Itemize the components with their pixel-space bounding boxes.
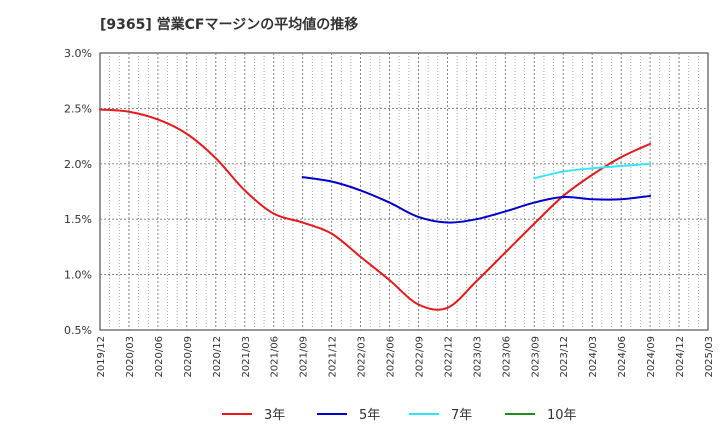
legend-label-4: 10年: [547, 408, 577, 423]
y-tick-label: 2.0%: [64, 158, 92, 171]
x-tick-label: 2021/03: [241, 336, 252, 378]
y-tick-label: 2.5%: [64, 102, 92, 115]
x-tick-label: 2021/12: [328, 336, 339, 378]
x-tick-label: 2020/06: [154, 336, 165, 378]
chart-title: [9365] 営業CFマージンの平均値の推移: [100, 17, 359, 33]
legend-label-3: 7年: [451, 408, 472, 423]
x-tick-label: 2021/06: [270, 336, 281, 378]
x-tick-label: 2020/03: [125, 336, 136, 378]
x-tick-label: 2023/03: [472, 336, 483, 378]
x-tick-label: 2022/09: [414, 336, 425, 378]
x-tick-label: 2023/06: [501, 336, 512, 378]
x-tick-label: 2023/09: [530, 336, 541, 378]
x-tick-label: 2023/12: [559, 336, 570, 378]
x-tick-label: 2024/03: [588, 336, 599, 378]
x-tick-label: 2021/09: [299, 336, 310, 378]
legend-label-1: 3年: [264, 408, 285, 423]
x-tick-label: 2024/06: [617, 336, 628, 378]
y-tick-label: 3.0%: [64, 47, 92, 60]
y-tick-label: 0.5%: [64, 324, 92, 337]
plot-area: [99, 52, 709, 331]
x-tick-label: 2020/12: [212, 336, 223, 378]
minor-grid: [109, 53, 699, 330]
x-tick-label: 2024/09: [646, 336, 657, 378]
x-tick-label: 2022/06: [386, 336, 397, 378]
x-tick-label: 2024/12: [675, 336, 686, 378]
x-tick-label: 2020/09: [183, 336, 194, 378]
x-tick-label: 2022/03: [357, 336, 368, 378]
x-tick-label: 2019/12: [96, 336, 107, 378]
major-grid: [100, 53, 708, 330]
legend-label-2: 5年: [359, 408, 380, 423]
series-line-2: [301, 176, 652, 224]
y-tick-label: 1.0%: [64, 269, 92, 282]
y-tick-label: 1.5%: [64, 213, 92, 226]
x-tick-label: 2022/12: [443, 336, 454, 378]
series-line-3: [533, 162, 652, 180]
x-tick-label: 2025/03: [704, 336, 715, 378]
